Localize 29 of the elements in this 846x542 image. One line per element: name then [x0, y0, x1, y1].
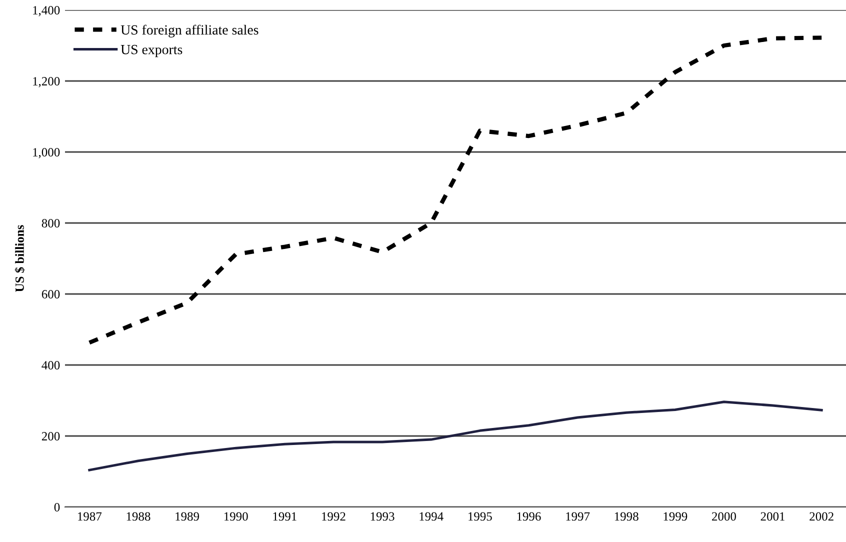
x-tick-label: 1997: [566, 512, 590, 521]
x-tick-label: 1991: [273, 512, 296, 521]
x-tick-label: 2002: [810, 512, 834, 521]
y-tick-label: 600: [42, 290, 60, 298]
x-tick-label: 1988: [126, 512, 150, 521]
x-tick-label: 1993: [370, 512, 394, 521]
y-axis-title: US $ billions: [14, 225, 25, 292]
y-tick-label: 1,200: [33, 77, 60, 88]
x-tick-label: 1989: [176, 512, 200, 521]
x-tick-label: 1990: [224, 512, 248, 521]
x-tick-label: 1995: [468, 512, 492, 521]
y-tick-label: 200: [42, 432, 60, 440]
x-tick-label: 1996: [517, 512, 541, 521]
line-series: [87, 36, 824, 345]
y-tick-label: 1,000: [33, 148, 60, 158]
x-tick-label: 1999: [664, 512, 688, 521]
x-tick-label: 2001: [760, 512, 785, 521]
y-tick-label: 800: [42, 219, 60, 228]
y-tick-label: 0: [54, 503, 60, 512]
x-tick-label: 1992: [322, 512, 346, 521]
x-tick-label: 1994: [420, 512, 444, 521]
x-tick-label: 1998: [614, 512, 638, 521]
line-series: [88, 400, 823, 472]
y-tick-label: 1,400: [33, 6, 60, 16]
legend-label: US exports: [120, 44, 182, 58]
x-tick-label: 1987: [78, 512, 102, 521]
y-tick-label: 400: [42, 361, 60, 370]
x-tick-label: 2000: [712, 512, 736, 521]
legend-label: US foreign affiliate sales: [120, 24, 258, 38]
